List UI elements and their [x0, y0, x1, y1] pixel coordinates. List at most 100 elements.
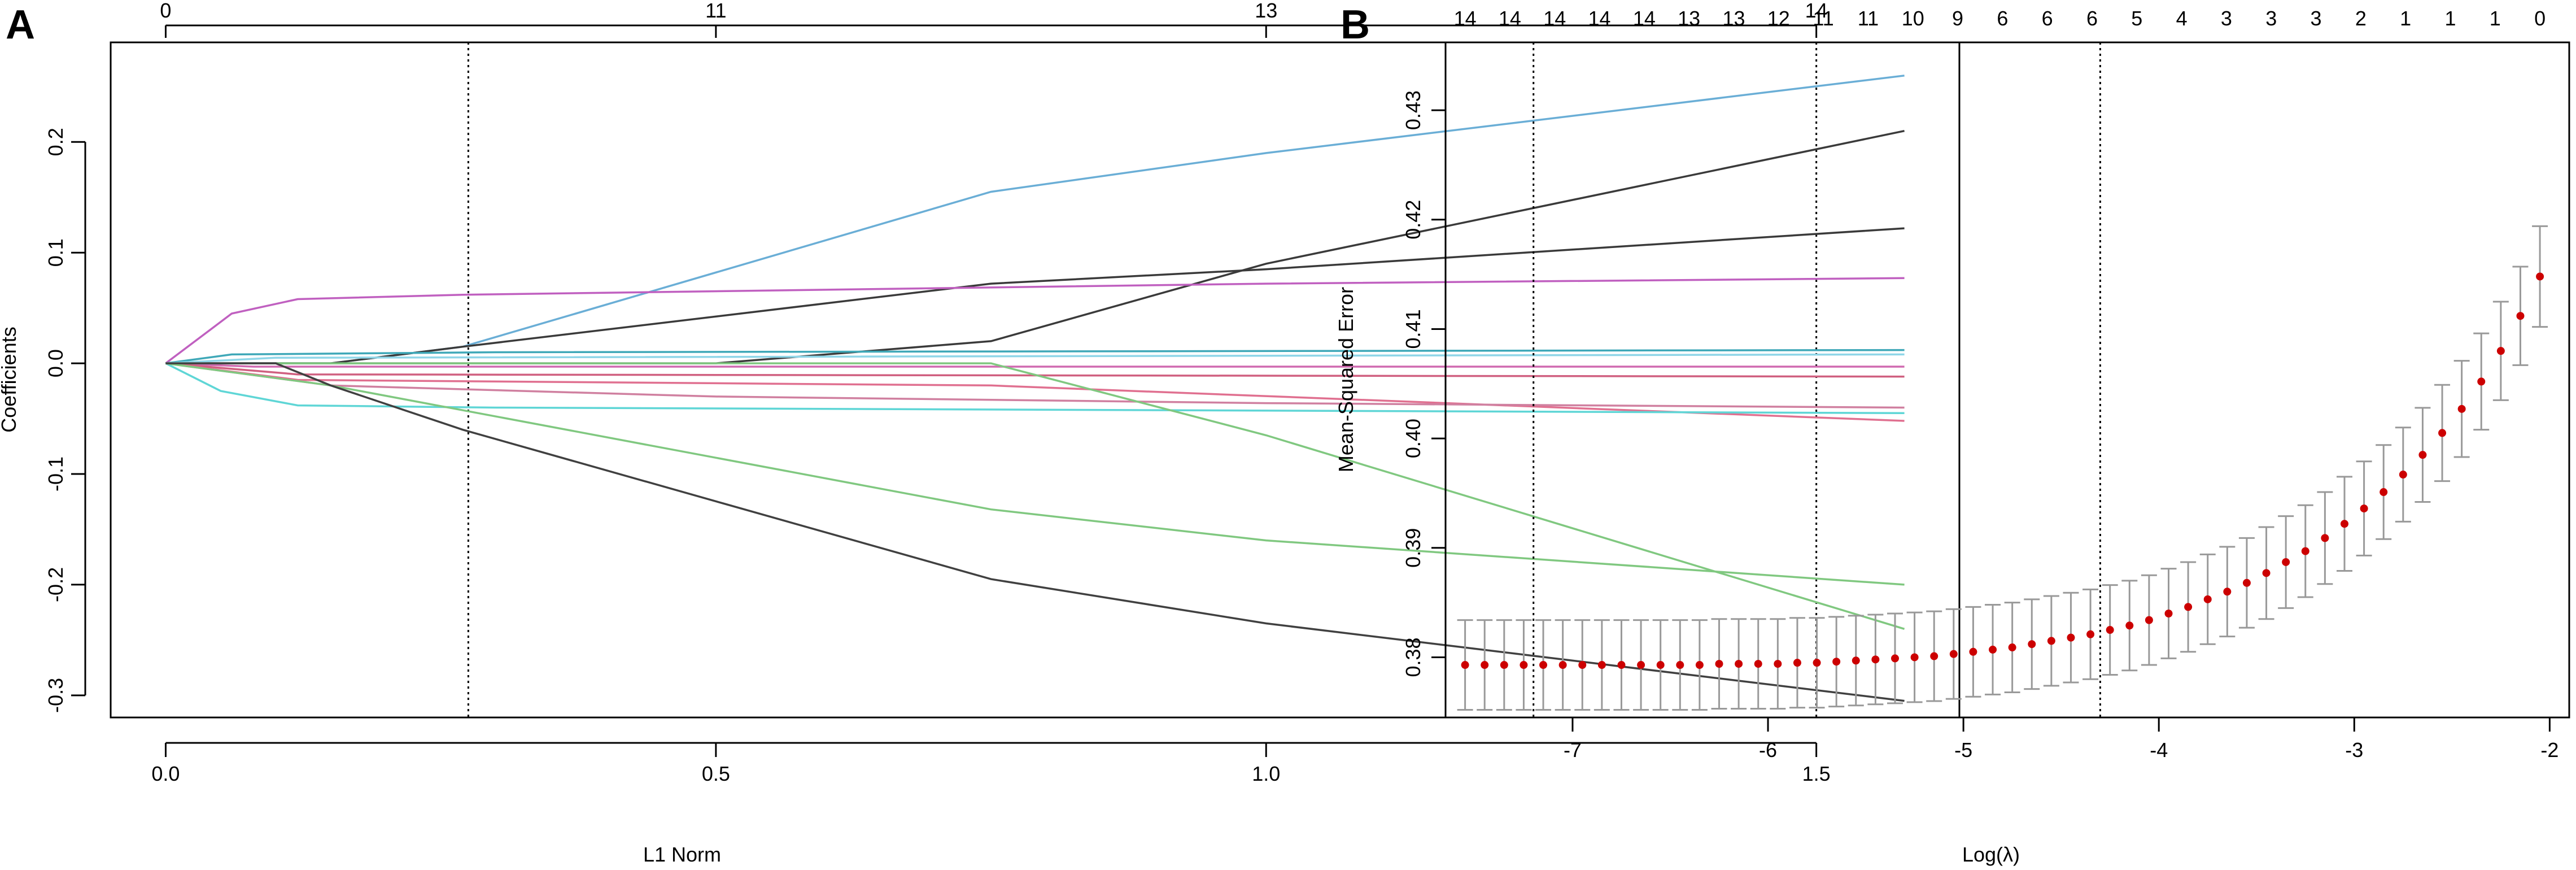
mse-point — [1735, 660, 1743, 668]
panel-b-top-tick-label: 14 — [1588, 7, 1611, 30]
panel-b-y-axis: 0.38 0.39 0.40 0.41 0.42 0.43 — [1401, 90, 1446, 677]
mse-point — [1969, 648, 1977, 656]
panel-b-y-tick-label: 0.41 — [1401, 309, 1425, 349]
panel-b-top-tick-label: 10 — [1902, 7, 1924, 30]
mse-point — [1832, 658, 1840, 665]
panel-a-y-tick-label: 0.2 — [44, 128, 67, 156]
mse-point — [1539, 661, 1547, 669]
panel-b-x-tick-label: -4 — [2150, 738, 2168, 762]
mse-point — [2302, 547, 2309, 555]
panel-a-x-tick-label: 0.0 — [151, 762, 180, 785]
panel-b-top-tick-label: 9 — [1952, 7, 1963, 30]
mse-point — [2516, 312, 2524, 320]
mse-point — [1715, 660, 1723, 668]
mse-point — [2067, 634, 2075, 642]
panel-b-top-tick-label: 4 — [2176, 7, 2188, 30]
mse-point — [1481, 661, 1488, 669]
panel-b-top-tick-label: 3 — [2265, 7, 2277, 30]
mse-point — [2223, 588, 2231, 595]
panel-a: A 0.0 0.5 1.0 1.5 -0.3 -0.2 -0.1 0.0 0.1 0.2 0 11… — [0, 0, 1959, 866]
panel-a-top-axis: 0 11 13 14 — [160, 0, 1827, 38]
panel-b-y-tick-label: 0.40 — [1401, 419, 1425, 458]
mse-point — [2321, 534, 2329, 542]
figure: A 0.0 0.5 1.0 1.5 -0.3-0.2-0.10.00.10.2 0 11… — [0, 0, 2576, 870]
panel-a-y-axis-label: Coefficients — [0, 327, 20, 432]
panel-b-top-tick-label: 2 — [2355, 7, 2367, 30]
coefficient-path-var6 — [165, 354, 1904, 363]
mse-point — [1578, 661, 1586, 669]
mse-point — [1871, 655, 1879, 663]
panel-a-label: A — [6, 2, 35, 47]
panel-b-top-tick-label: 14 — [1454, 7, 1477, 30]
panel-b-top-tick-label: 0 — [2534, 7, 2546, 30]
panel-a-y-tick-label: -0.1 — [44, 456, 67, 491]
mse-point — [2263, 569, 2271, 577]
panel-a-x-tick-label: 1.0 — [1252, 762, 1280, 785]
mse-point — [1852, 656, 1860, 664]
mse-point — [2360, 504, 2368, 512]
panel-b-top-tick-label: 5 — [2131, 7, 2142, 30]
panel-a-x-axis-label: L1 Norm — [643, 843, 721, 866]
panel-b-top-tick-label: 14 — [1633, 7, 1656, 30]
panel-b: B -7 -6 -5 -4 -3 -2 0.380.390.400.410.420.43 … — [1334, 2, 2569, 866]
mse-point — [2145, 616, 2153, 624]
panel-b-top-tick-label: 6 — [1997, 7, 2008, 30]
panel-b-x-axis-label: Log(λ) — [1962, 843, 2020, 866]
panel-b-y-tick-label: 0.42 — [1401, 200, 1425, 240]
mse-point — [1911, 653, 1919, 661]
mse-point — [1657, 661, 1665, 669]
panel-a-x-tick-label: 1.5 — [1802, 762, 1831, 785]
panel-b-top-tick-label: 6 — [2086, 7, 2098, 30]
panel-a-reference-lines — [468, 42, 1816, 717]
panel-b-x-tick-label: -3 — [2345, 738, 2363, 762]
mse-point — [2243, 579, 2251, 587]
panel-b-x-tick-label: -2 — [2540, 738, 2558, 762]
panel-b-error-bars — [1457, 226, 2548, 710]
panel-b-top-tick-label: 13 — [1678, 7, 1700, 30]
panel-b-top-tick-label: 11 — [1858, 7, 1879, 30]
mse-point — [1617, 661, 1625, 669]
panel-b-plot-frame — [1446, 42, 2569, 717]
mse-point — [2477, 377, 2485, 385]
panel-b-top-tick-label: 3 — [2311, 7, 2322, 30]
panel-a-y-tick-label: -0.3 — [44, 678, 67, 713]
panel-a-top-tick-label: 13 — [1255, 0, 1277, 22]
panel-a-y-tick-label: -0.2 — [44, 567, 67, 602]
mse-point — [1696, 661, 1704, 669]
coefficient-path-var14 — [165, 363, 1904, 701]
panel-b-y-axis-label: Mean-Squared Error — [1334, 287, 1357, 472]
mse-point — [2438, 429, 2446, 437]
panel-a-coefficient-paths — [165, 76, 1904, 701]
panel-b-x-tick-label: -7 — [1564, 738, 1582, 762]
mse-point — [1520, 661, 1527, 669]
mse-point — [2047, 637, 2055, 645]
panel-b-x-tick-label: -6 — [1759, 738, 1777, 762]
mse-point — [2165, 610, 2173, 617]
mse-point — [2028, 640, 2036, 648]
panel-b-top-tick-label: 3 — [2221, 7, 2232, 30]
panel-b-top-tick-label: 1 — [2490, 7, 2501, 30]
mse-point — [2086, 630, 2094, 638]
mse-point — [1559, 661, 1567, 669]
panel-b-mse-points — [1461, 272, 2544, 669]
mse-point — [1950, 650, 1958, 658]
mse-point — [1598, 661, 1606, 669]
mse-point — [1793, 659, 1801, 667]
mse-point — [2379, 488, 2387, 496]
mse-point — [2106, 626, 2114, 634]
panel-a-y-axis: -0.3 -0.2 -0.1 0.0 0.1 0.2 — [44, 128, 85, 713]
panel-a-y-tick-label: 0.0 — [44, 349, 67, 377]
mse-point — [1813, 659, 1821, 667]
mse-point — [2282, 558, 2290, 566]
coefficient-path-var10 — [165, 363, 1904, 407]
coefficient-path-var2 — [165, 131, 1904, 363]
mse-point — [1676, 661, 1684, 669]
coefficient-path-var1 — [165, 76, 1904, 363]
panel-a-top-tick-label: 11 — [705, 0, 726, 22]
mse-point — [2009, 643, 2016, 651]
panel-b-label: B — [1341, 2, 1370, 47]
mse-point — [2458, 405, 2466, 413]
panel-b-top-tick-label: 14 — [1543, 7, 1566, 30]
panel-b-top-tick-label: 1 — [2444, 7, 2456, 30]
panel-b-reference-lines — [1534, 42, 2101, 717]
